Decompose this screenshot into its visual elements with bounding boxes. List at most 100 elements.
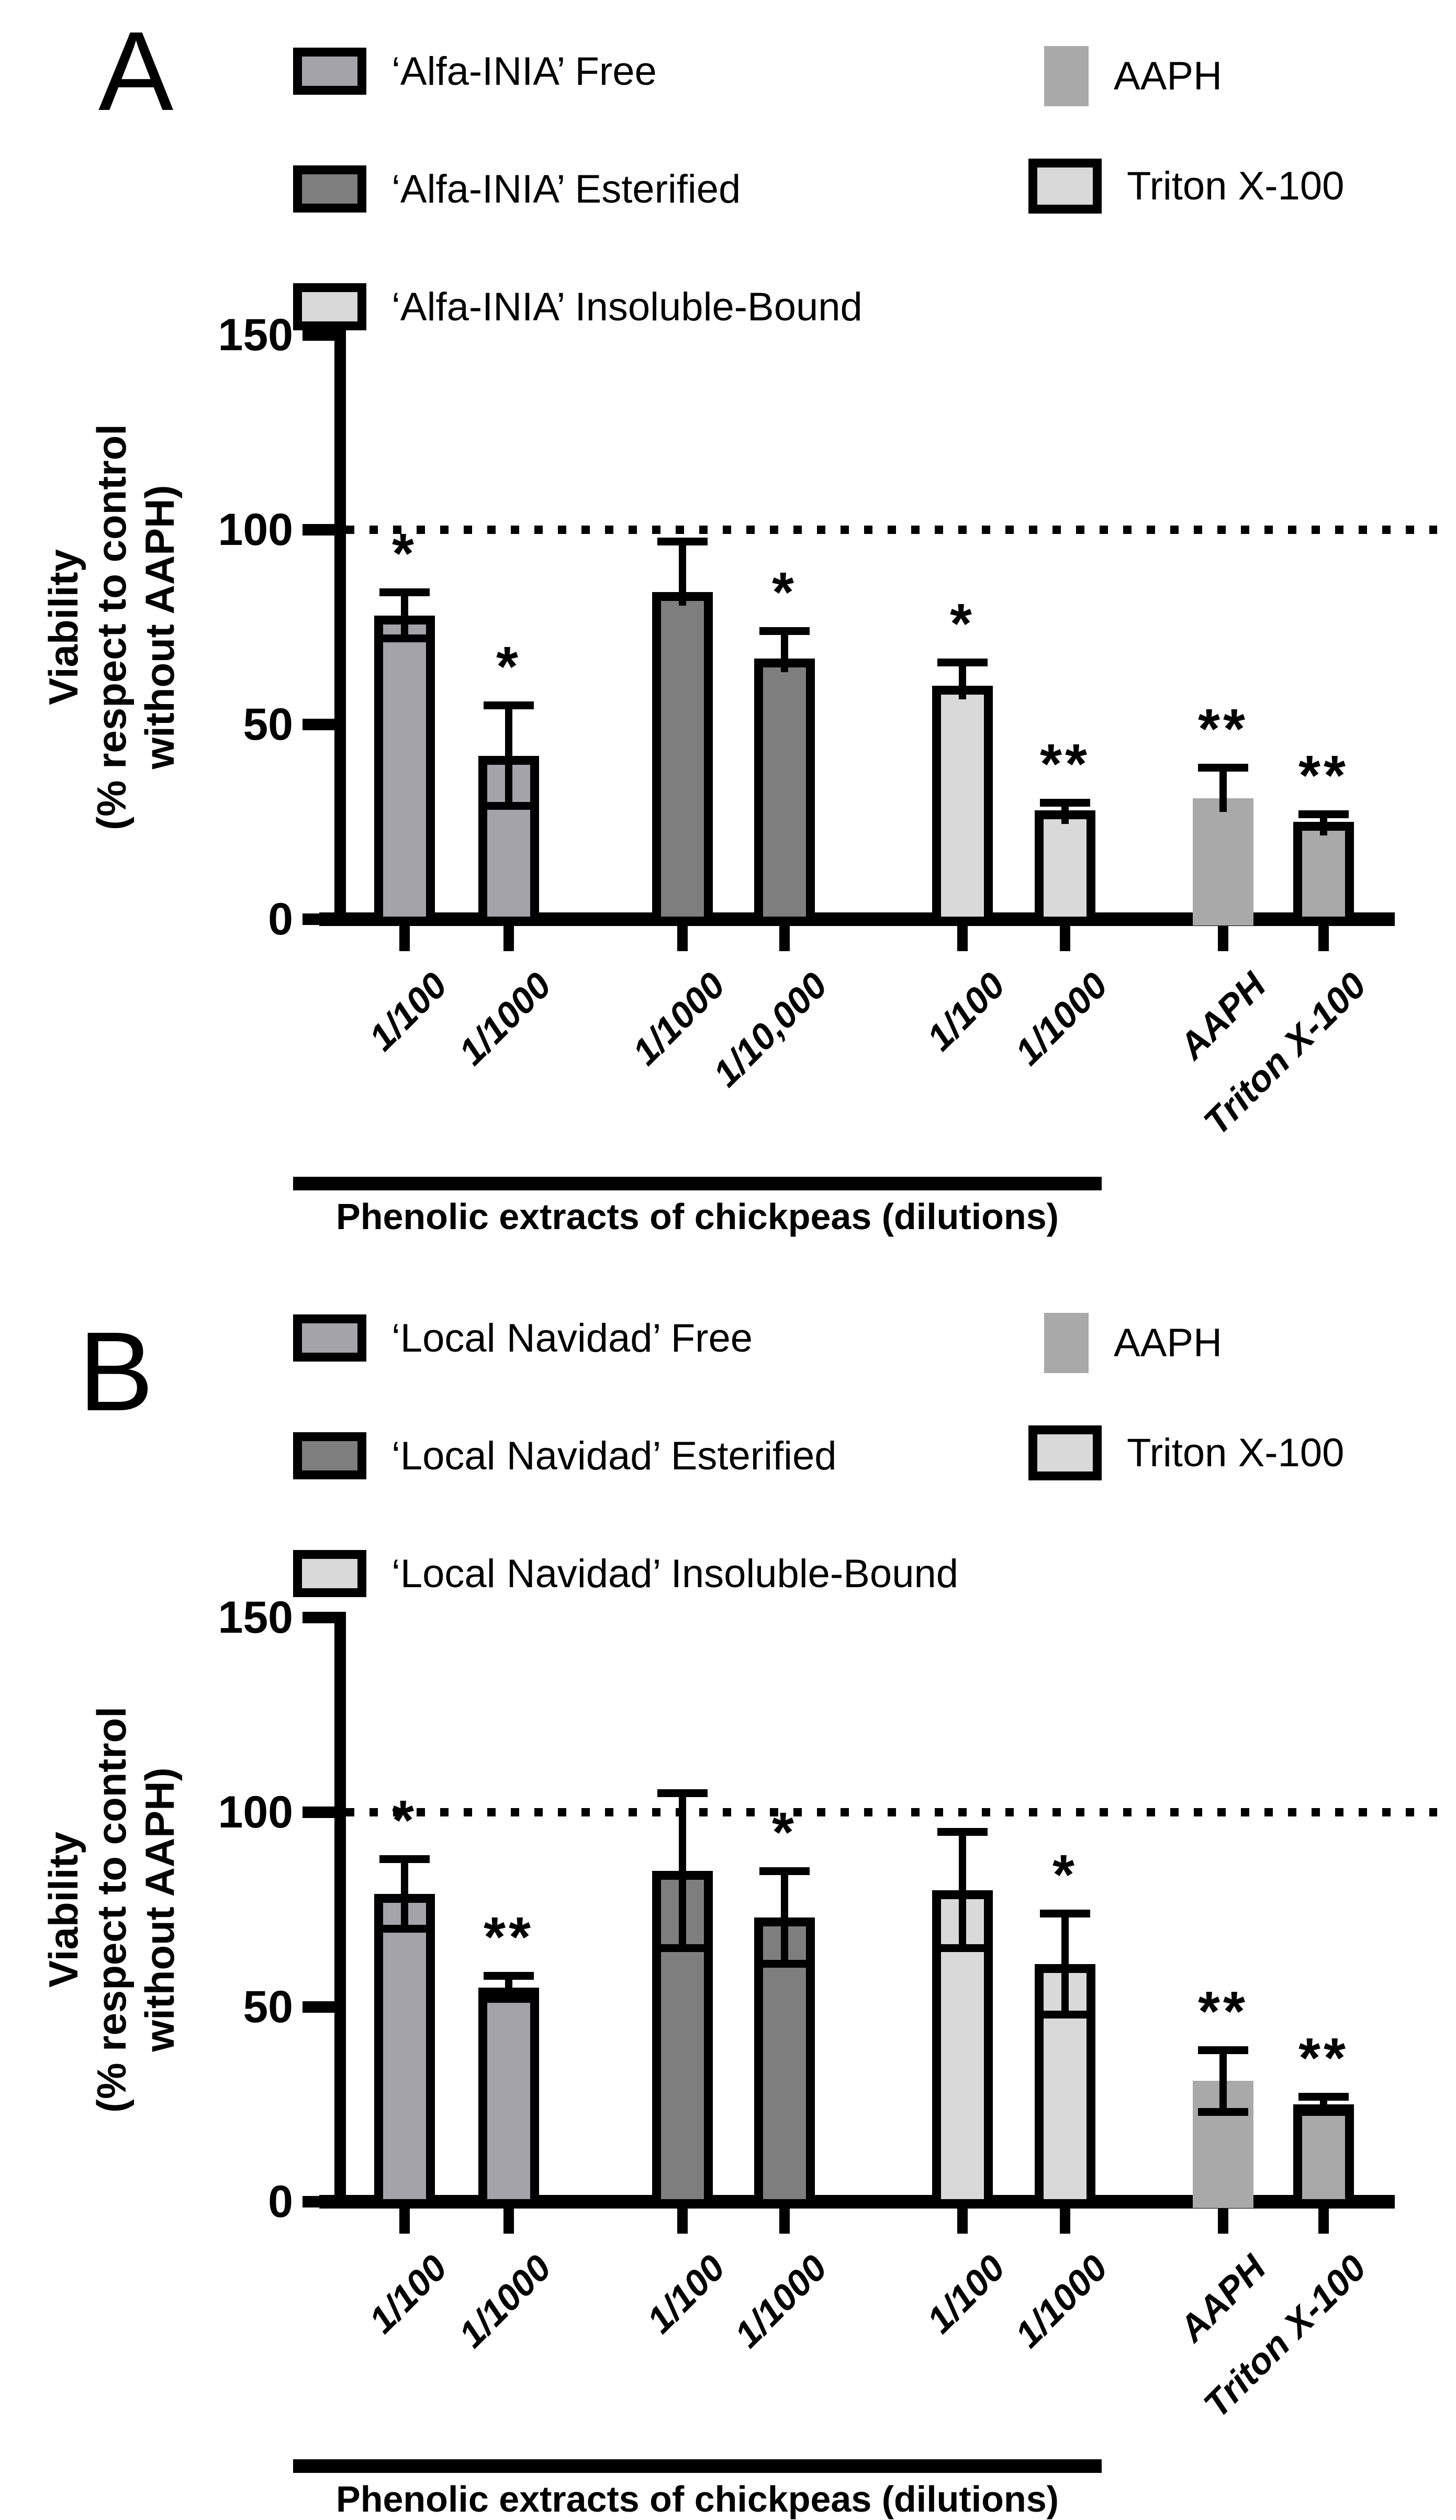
error-bar-cap bbox=[759, 1960, 810, 1968]
x-tick bbox=[957, 926, 968, 951]
legend-swatch bbox=[293, 1432, 366, 1479]
x-tick-label: 1/1000 bbox=[451, 2247, 559, 2356]
legend-item: ‘Alfa-INIA’ Esterified bbox=[293, 165, 741, 213]
error-bar-line bbox=[1320, 814, 1327, 835]
x-tick-label: 1/100 bbox=[919, 964, 1013, 1058]
error-bar-line bbox=[959, 662, 966, 699]
x-tick-label: 1/100 bbox=[919, 2247, 1013, 2341]
x-tick-label: 1/1000 bbox=[726, 2247, 835, 2356]
x-tick-label: 1/100 bbox=[639, 2247, 733, 2341]
y-tick-label: 50 bbox=[243, 1982, 293, 2032]
y-axis-label-line: (% respect to control bbox=[88, 424, 135, 830]
y-tick-label: 50 bbox=[243, 699, 293, 750]
x-axis-caption: Phenolic extracts of chickpeas (dilution… bbox=[336, 2479, 1059, 2519]
error-bar-cap bbox=[937, 1828, 988, 1836]
error-bar-line bbox=[679, 1792, 686, 1949]
error-bar-line bbox=[781, 631, 788, 672]
error-bar-cap bbox=[1040, 1910, 1090, 1918]
bar bbox=[1035, 1964, 1095, 2208]
error-bar-cap bbox=[937, 1944, 988, 1953]
panel-letter: A bbox=[98, 8, 174, 134]
y-tick-label: 150 bbox=[218, 1592, 294, 1643]
y-axis-label: Viability (% respect to control without AA… bbox=[39, 261, 186, 994]
y-axis-label: Viability (% respect to control without AA… bbox=[39, 1543, 186, 2276]
x-tick bbox=[503, 2209, 514, 2234]
y-axis-label-line: (% respect to control bbox=[88, 1707, 135, 2113]
y-tick bbox=[303, 1612, 340, 1623]
legend-swatch bbox=[293, 1314, 366, 1362]
error-bar-line bbox=[781, 1870, 788, 1965]
error-bar-cap bbox=[657, 538, 708, 546]
x-tick bbox=[399, 2209, 410, 2234]
panel-letter: B bbox=[79, 1308, 154, 1434]
x-tick-label: 1/1000 bbox=[451, 964, 559, 1073]
legend-swatch bbox=[293, 165, 366, 213]
error-bar-cap bbox=[1198, 2108, 1248, 2116]
error-bar-line bbox=[1219, 767, 1227, 812]
bar bbox=[1193, 798, 1253, 926]
reference-dotted-line bbox=[346, 1808, 1437, 1816]
y-tick bbox=[303, 524, 340, 536]
significance-label: * bbox=[391, 521, 418, 585]
legend-item: ‘Local Navidad’ Free bbox=[293, 1314, 753, 1362]
y-tick bbox=[303, 329, 340, 341]
bar bbox=[1293, 2104, 1354, 2208]
legend-item: Triton X-100 bbox=[1028, 156, 1344, 216]
significance-label: ** bbox=[1197, 696, 1249, 760]
y-axis-line bbox=[334, 329, 346, 925]
bar bbox=[374, 1894, 435, 2208]
error-bar-cap bbox=[937, 658, 988, 666]
legend-swatch bbox=[1028, 159, 1102, 214]
x-tick bbox=[1060, 926, 1070, 951]
error-bar-cap bbox=[759, 1867, 810, 1875]
x-tick bbox=[779, 2209, 790, 2234]
error-bar-cap bbox=[379, 1925, 430, 1933]
error-bar-line bbox=[959, 1832, 966, 1949]
error-bar-cap bbox=[1198, 2046, 1248, 2054]
legend-label: AAPH bbox=[1114, 54, 1222, 98]
error-bar-cap bbox=[1198, 763, 1248, 772]
legend-label: AAPH bbox=[1114, 1321, 1222, 1365]
significance-label: * bbox=[771, 560, 798, 624]
y-axis-label-line: Viability bbox=[40, 549, 86, 705]
error-bar-cap bbox=[657, 1789, 708, 1797]
significance-label: * bbox=[391, 1788, 418, 1852]
error-bar-line bbox=[401, 1859, 408, 1930]
x-axis-group-underline bbox=[293, 1177, 1102, 1190]
y-tick bbox=[303, 2001, 340, 2013]
legend-item: ‘Alfa-INIA’ Free bbox=[293, 47, 657, 95]
x-tick-label: 1/1000 bbox=[1007, 2247, 1115, 2356]
legend-label: ‘Local Navidad’ Insoluble-Bound bbox=[391, 1551, 958, 1596]
significance-label: ** bbox=[1298, 2026, 1349, 2090]
x-tick-label: 1/100 bbox=[361, 964, 455, 1058]
legend-label: ‘Alfa-INIA’ Esterified bbox=[391, 166, 741, 211]
legend-item: AAPH bbox=[1044, 46, 1222, 106]
legend-item: ‘Local Navidad’ Insoluble-Bound bbox=[293, 1549, 958, 1598]
bar bbox=[1035, 810, 1095, 926]
error-bar-line bbox=[1061, 802, 1069, 824]
y-tick-label: 0 bbox=[268, 2177, 293, 2227]
error-bar-cap bbox=[484, 1972, 534, 1980]
significance-label: * bbox=[949, 591, 976, 655]
legend-label: ‘Alfa-INIA’ Free bbox=[391, 49, 657, 94]
legend-item: Triton X-100 bbox=[1028, 1423, 1344, 1483]
legend-label: ‘Local Navidad’ Esterified bbox=[391, 1433, 837, 1478]
error-bar-line bbox=[505, 705, 512, 807]
error-bar-cap bbox=[657, 1944, 708, 1953]
error-bar-cap bbox=[379, 1855, 430, 1864]
x-tick bbox=[1218, 926, 1228, 951]
y-axis-label-line: Viability bbox=[40, 1832, 86, 1988]
bar bbox=[374, 615, 435, 926]
legend-item: ‘Local Navidad’ Esterified bbox=[293, 1432, 837, 1480]
x-tick-label: 1/1000 bbox=[1007, 964, 1115, 1073]
bar bbox=[478, 1987, 539, 2208]
x-axis-caption: Phenolic extracts of chickpeas (dilution… bbox=[336, 1196, 1059, 1237]
error-bar-cap bbox=[484, 802, 534, 810]
legend-item: ‘Alfa-INIA’ Insoluble-Bound bbox=[293, 283, 863, 331]
error-bar-cap bbox=[759, 627, 810, 635]
x-axis-group-underline bbox=[293, 2459, 1102, 2473]
error-bar-cap bbox=[1298, 2108, 1349, 2116]
error-bar-cap bbox=[1298, 2093, 1349, 2101]
panel-b: B ‘Local Navidad’ Free ‘Local Navidad’ Est… bbox=[0, 1267, 1456, 2519]
y-tick bbox=[303, 719, 340, 730]
